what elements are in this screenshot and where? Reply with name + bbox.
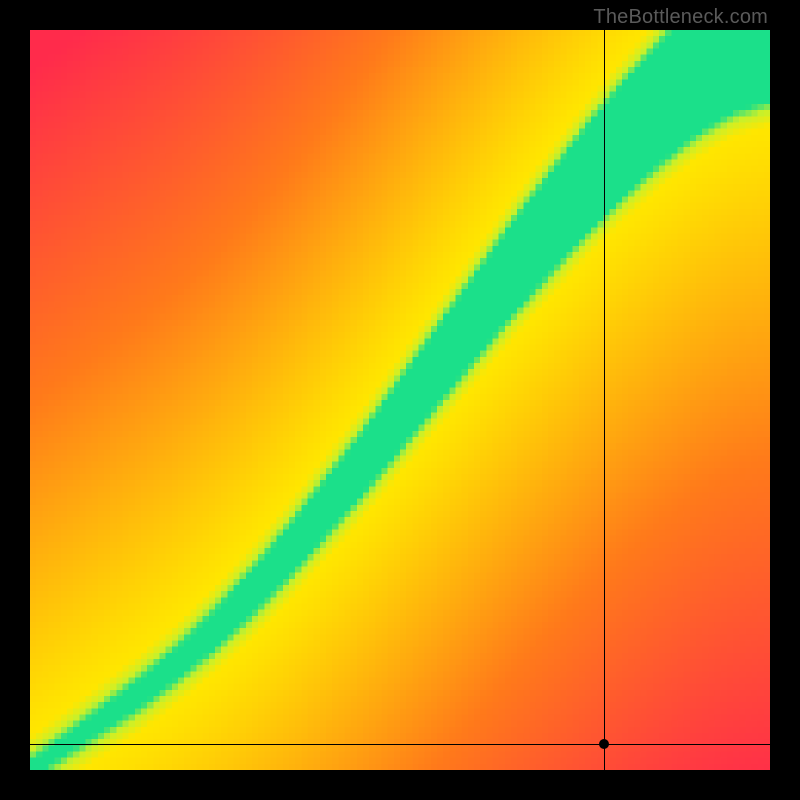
heatmap-canvas — [30, 30, 770, 770]
crosshair-marker — [599, 739, 609, 749]
heatmap-plot — [30, 30, 770, 770]
crosshair-horizontal — [30, 744, 770, 745]
crosshair-vertical — [604, 30, 605, 770]
watermark-text: TheBottleneck.com — [593, 6, 768, 29]
